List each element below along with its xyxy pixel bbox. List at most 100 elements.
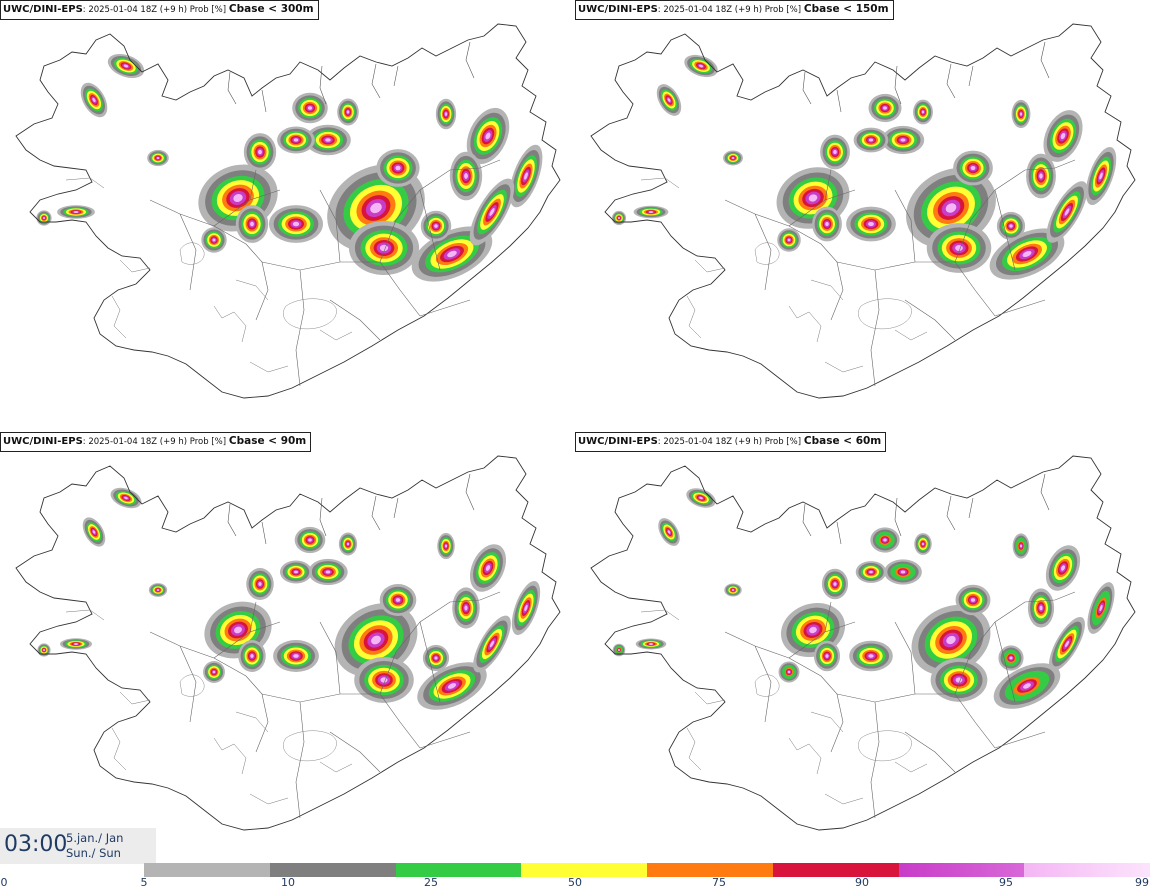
probability-contour <box>212 238 216 242</box>
legend-segment <box>521 863 647 877</box>
probability-contour <box>1060 565 1066 571</box>
probability-contour <box>74 643 78 645</box>
panel-title: UWC/DINI-EPS: 2025-01-04 18Z (+9 h) Prob… <box>575 432 887 452</box>
valid-date-line2: Sun./ Sun <box>66 846 121 860</box>
probability-contour <box>1064 640 1070 648</box>
probability-contour <box>787 238 791 242</box>
probability-contour <box>921 542 925 546</box>
map-panel-cbase-150: UWC/DINI-EPS: 2025-01-04 18Z (+9 h) Prob… <box>575 0 1150 431</box>
probability-contour <box>325 138 331 142</box>
probability-contour <box>233 194 243 202</box>
probability-contour <box>395 165 401 171</box>
legend-tick-label: 0 <box>0 876 8 889</box>
probability-contour <box>395 598 401 602</box>
panel-title: UWC/DINI-EPS: 2025-01-04 18Z (+9 h) Prob… <box>0 0 319 20</box>
probability-contour <box>294 570 298 574</box>
probability-contour <box>970 598 976 602</box>
probability-contour <box>667 98 671 102</box>
map-panel-cbase-90: UWC/DINI-EPS: 2025-01-04 18Z (+9 h) Prob… <box>0 432 575 863</box>
probability-map <box>15 455 561 831</box>
probability-contour <box>464 605 468 611</box>
probability-map <box>590 455 1136 831</box>
probability-contour <box>900 570 906 574</box>
probability-contour <box>1099 172 1103 180</box>
probability-contour <box>808 194 818 202</box>
probability-contour <box>489 640 495 648</box>
variable-name: Cbase < 300m <box>228 3 314 15</box>
probability-contour <box>787 670 791 674</box>
probability-contour <box>731 589 735 591</box>
probability-contour <box>258 582 262 586</box>
probability-contour <box>293 138 299 142</box>
legend-segment <box>898 863 1025 877</box>
probability-contour <box>825 221 829 227</box>
probability-contour <box>447 250 457 258</box>
probability-contour <box>618 649 620 651</box>
probability-contour <box>292 221 300 227</box>
model-name: UWC/DINI-EPS <box>3 436 83 447</box>
probability-contour <box>92 97 96 103</box>
legend-tick-label: 99 <box>1135 876 1149 889</box>
run-info: : 2025-01-04 18Z (+9 h) Prob [%] <box>82 437 227 447</box>
probability-contour <box>649 643 653 645</box>
probability-contour <box>489 208 495 216</box>
probability-contour <box>868 221 874 227</box>
probability-contour <box>1009 656 1013 660</box>
probability-contour <box>900 138 906 142</box>
probability-contour <box>124 496 128 500</box>
probability-contour <box>293 654 299 658</box>
legend-segment <box>395 863 522 877</box>
valid-time-box: 03:00 5.jan./ Jan Sun./ Sun <box>0 828 156 864</box>
probability-contour <box>212 670 216 674</box>
legend-tick-label: 10 <box>281 876 295 889</box>
probability-contour <box>43 217 45 219</box>
map-panel-cbase-60: UWC/DINI-EPS: 2025-01-04 18Z (+9 h) Prob… <box>575 432 1150 863</box>
variable-name: Cbase < 60m <box>803 435 882 447</box>
legend-segment <box>269 863 396 877</box>
probability-contour <box>970 165 976 171</box>
probability-contour <box>156 589 160 591</box>
probability-contour <box>883 106 887 110</box>
probability-area-group <box>37 487 541 710</box>
model-name: UWC/DINI-EPS <box>578 4 658 15</box>
probability-contour <box>946 635 956 645</box>
probability-contour <box>73 211 79 213</box>
probability-contour <box>444 544 448 548</box>
probability-contour <box>308 538 312 542</box>
probability-contour <box>1020 544 1022 548</box>
probability-map <box>590 23 1136 399</box>
legend-segment <box>144 863 270 877</box>
run-info: : 2025-01-04 18Z (+9 h) Prob [%] <box>657 5 802 15</box>
probability-contour <box>325 570 331 574</box>
model-name: UWC/DINI-EPS <box>3 4 83 15</box>
probability-contour <box>618 217 620 219</box>
variable-name: Cbase < 150m <box>803 3 889 15</box>
legend-tick-label: 95 <box>999 876 1013 889</box>
probability-contour <box>883 538 887 542</box>
valid-time: 03:00 <box>4 832 68 857</box>
probability-area-group <box>36 53 543 282</box>
probability-contour <box>346 542 350 546</box>
probability-area-group <box>612 488 1115 709</box>
probability-contour <box>380 677 388 683</box>
panel-title: UWC/DINI-EPS: 2025-01-04 18Z (+9 h) Prob… <box>0 432 312 452</box>
probability-contour <box>833 149 837 155</box>
probability-contour <box>1019 112 1023 116</box>
probability-contour <box>1064 208 1070 216</box>
probability-contour <box>464 173 468 179</box>
valid-date-line1: 5.jan./ Jan <box>66 831 124 845</box>
probability-contour <box>825 654 829 658</box>
probability-contour <box>444 112 448 116</box>
probability-contour <box>1039 605 1043 611</box>
legend-segment <box>647 863 773 877</box>
probability-contour <box>731 157 735 159</box>
probability-contour <box>43 649 45 651</box>
probability-contour <box>485 565 491 571</box>
probability-contour <box>485 132 491 140</box>
probability-contour <box>955 245 963 251</box>
probability-contour <box>371 635 381 645</box>
probability-contour <box>434 224 438 228</box>
probability-contour <box>250 221 254 227</box>
model-name: UWC/DINI-EPS <box>578 436 658 447</box>
probability-contour <box>250 654 254 658</box>
